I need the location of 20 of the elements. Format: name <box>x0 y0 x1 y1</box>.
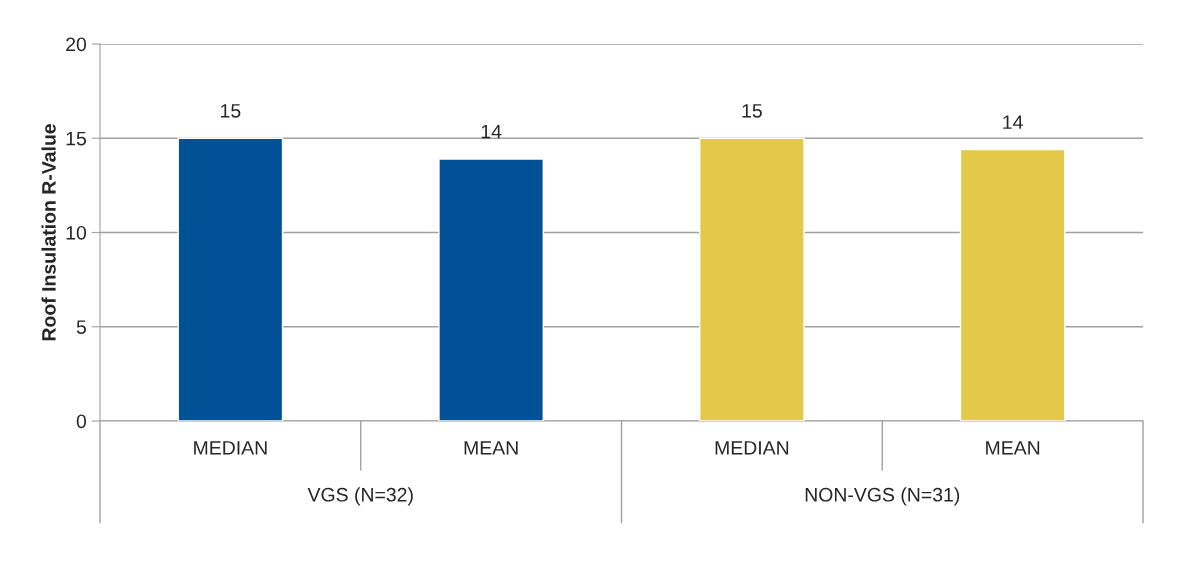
x-tick-label: MEDIAN <box>194 441 267 455</box>
text: VGS (N=32) <box>307 487 413 506</box>
data-label: 15 <box>742 104 762 118</box>
y-tick-label: 0 <box>76 414 87 429</box>
bar <box>959 148 1066 421</box>
bar <box>699 137 805 421</box>
y-tick-label: 15 <box>66 131 86 146</box>
y-tick-label: 20 <box>66 37 87 52</box>
y-tick-label: 10 <box>66 225 87 240</box>
y-axis-title: Roof Insulation R-Value <box>41 124 56 341</box>
data-label: 15 <box>221 104 241 118</box>
bar <box>177 137 284 421</box>
data-label: 14 <box>1003 115 1023 129</box>
x-tick-label: MEDIAN <box>715 441 789 455</box>
x-tick-label: MEAN <box>464 441 518 455</box>
y-tick-label: 5 <box>76 320 86 334</box>
x-tick-label: MEAN <box>986 441 1040 455</box>
text: NON-VGS (N=31) <box>805 487 960 506</box>
bar <box>438 158 544 421</box>
data-label: 14 <box>481 124 502 139</box>
